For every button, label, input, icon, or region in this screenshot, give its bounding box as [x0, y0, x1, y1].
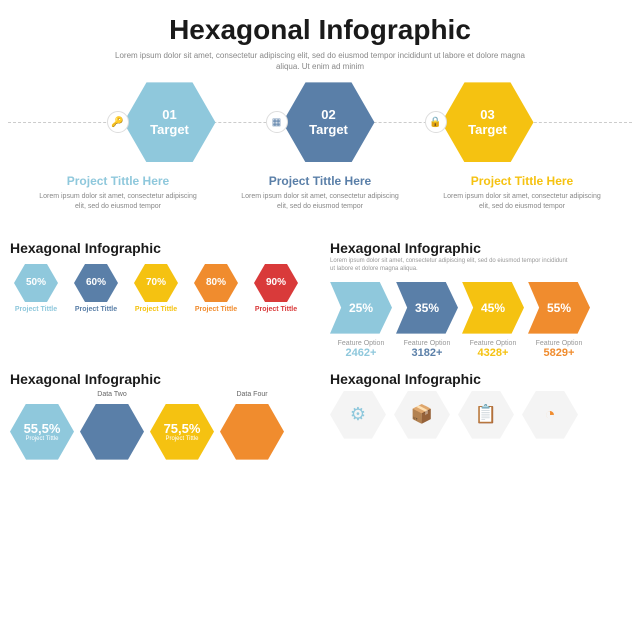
section-percent-hex: Hexagonal Infographic 50%Project Tittle6… — [0, 234, 320, 365]
project-title: Project Tittle Here — [442, 174, 602, 188]
small-hex-col: 80% Project Tittle — [190, 264, 242, 313]
hexagon: 02Target — [283, 82, 375, 162]
small-hex-col: 90% Project Tittle — [250, 264, 302, 313]
feature-col: Feature Option3182+ — [396, 340, 458, 359]
target-icon: ▦ — [266, 111, 288, 133]
feature-value: 4328+ — [462, 347, 524, 359]
data-pct: 55,5% — [24, 421, 61, 436]
arrow-hex: 45% — [462, 282, 524, 334]
feature-row: Feature Option2462+Feature Option3182+Fe… — [330, 340, 630, 359]
icon-hex: ◔ — [522, 391, 578, 439]
target-icon: 🔑 — [107, 111, 129, 133]
small-hex: 80% — [194, 264, 238, 302]
project-col: Project Tittle Here Lorem ipsum dolor sit… — [240, 174, 400, 212]
hex-label: Target — [468, 122, 507, 137]
target-row: 🔑01Target▦02Target🔒03Target — [8, 82, 632, 162]
data-hex — [220, 404, 284, 460]
section-sub: Lorem ipsum dolor sit amet, consectetur … — [330, 258, 570, 274]
feature-label: Feature Option — [462, 340, 524, 347]
small-hex: 70% — [134, 264, 178, 302]
small-hex-label: Project Tittle — [255, 306, 297, 313]
data-label: Data Four — [220, 391, 284, 398]
section-title: Hexagonal Infographic — [330, 371, 630, 387]
small-hex-label: Project Tittle — [195, 306, 237, 313]
data-label — [150, 391, 214, 398]
project-desc: Lorem ipsum dolor sit amet, consectetur … — [240, 192, 400, 212]
hexagon: 03Target — [442, 82, 534, 162]
data-sub: Project Tittle — [25, 436, 58, 442]
arrow-hex: 35% — [396, 282, 458, 334]
hex-number: 02 — [321, 107, 335, 122]
hexagon: 01Target — [124, 82, 216, 162]
feature-label: Feature Option — [396, 340, 458, 347]
project-title: Project Tittle Here — [240, 174, 400, 188]
feature-value: 3182+ — [396, 347, 458, 359]
hex-label: Target — [150, 122, 189, 137]
lower-row: Hexagonal Infographic 50%Project Tittle6… — [0, 234, 640, 365]
feature-col: Feature Option2462+ — [330, 340, 392, 359]
small-hex-row: 50% Project Tittle 60% Project Tittle 70% Pro… — [10, 264, 310, 313]
small-hex-col: 70% Project Tittle — [130, 264, 182, 313]
small-hex-label: Project Tittle — [135, 306, 177, 313]
target-icon: 🔒 — [425, 111, 447, 133]
feature-col: Feature Option4328+ — [462, 340, 524, 359]
small-hex: 50% — [14, 264, 58, 302]
project-col: Project Tittle Here Lorem ipsum dolor sit… — [442, 174, 602, 212]
data-hex: 75,5%Project Tittle — [150, 404, 214, 460]
section-icon-hex: Hexagonal Infographic ⚙📦📋◔ — [320, 367, 640, 464]
small-hex: 90% — [254, 264, 298, 302]
feature-value: 5829+ — [528, 347, 590, 359]
project-desc: Lorem ipsum dolor sit amet, consectetur … — [442, 192, 602, 212]
hex-number: 03 — [480, 107, 494, 122]
feature-label: Feature Option — [528, 340, 590, 347]
hex-number: 01 — [162, 107, 176, 122]
page-subtitle: Lorem ipsum dolor sit amet, consectetur … — [110, 50, 530, 72]
page-title: Hexagonal Infographic — [8, 14, 632, 46]
project-desc: Lorem ipsum dolor sit amet, consectetur … — [38, 192, 198, 212]
section-title: Hexagonal Infographic — [10, 371, 310, 387]
section-data-hex: Hexagonal Infographic Data TwoData Four … — [0, 367, 320, 464]
data-hex-row: 55,5%Project Tittle75,5%Project Tittle — [10, 404, 310, 460]
project-col: Project Tittle Here Lorem ipsum dolor sit… — [38, 174, 198, 212]
small-hex: 60% — [74, 264, 118, 302]
data-pct: 75,5% — [164, 421, 201, 436]
arrow-hex: 25% — [330, 282, 392, 334]
arrow-row: 25%35%45%55% — [330, 282, 630, 334]
feature-value: 2462+ — [330, 347, 392, 359]
data-labels: Data Two Data Four — [10, 391, 310, 400]
bottom-row: Hexagonal Infographic Data TwoData Four … — [0, 367, 640, 464]
feature-label: Feature Option — [330, 340, 392, 347]
feature-col: Feature Option5829+ — [528, 340, 590, 359]
target-hex: ▦02Target — [266, 82, 375, 162]
data-hex: 55,5%Project Tittle — [10, 404, 74, 460]
section-arrow-hex: Hexagonal Infographic Lorem ipsum dolor … — [320, 234, 640, 365]
small-hex-label: Project Tittle — [15, 306, 57, 313]
data-label — [10, 391, 74, 398]
target-hex: 🔑01Target — [107, 82, 216, 162]
data-label: Data Two — [80, 391, 144, 398]
icon-hex: 📋 — [458, 391, 514, 439]
project-title: Project Tittle Here — [38, 174, 198, 188]
data-hex — [80, 404, 144, 460]
section-title: Hexagonal Infographic — [10, 240, 310, 256]
arrow-hex: 55% — [528, 282, 590, 334]
section-title: Hexagonal Infographic — [330, 240, 630, 256]
project-row: Project Tittle Here Lorem ipsum dolor sit… — [8, 174, 632, 212]
main-panel: Hexagonal Infographic Lorem ipsum dolor … — [0, 0, 640, 220]
data-sub: Project Tittle — [165, 436, 198, 442]
target-hex: 🔒03Target — [425, 82, 534, 162]
icon-hex: ⚙ — [330, 391, 386, 439]
icon-hex: 📦 — [394, 391, 450, 439]
small-hex-label: Project Tittle — [75, 306, 117, 313]
small-hex-col: 60% Project Tittle — [70, 264, 122, 313]
hex-label: Target — [309, 122, 348, 137]
small-hex-col: 50% Project Tittle — [10, 264, 62, 313]
icon-hex-row: ⚙📦📋◔ — [330, 391, 630, 439]
